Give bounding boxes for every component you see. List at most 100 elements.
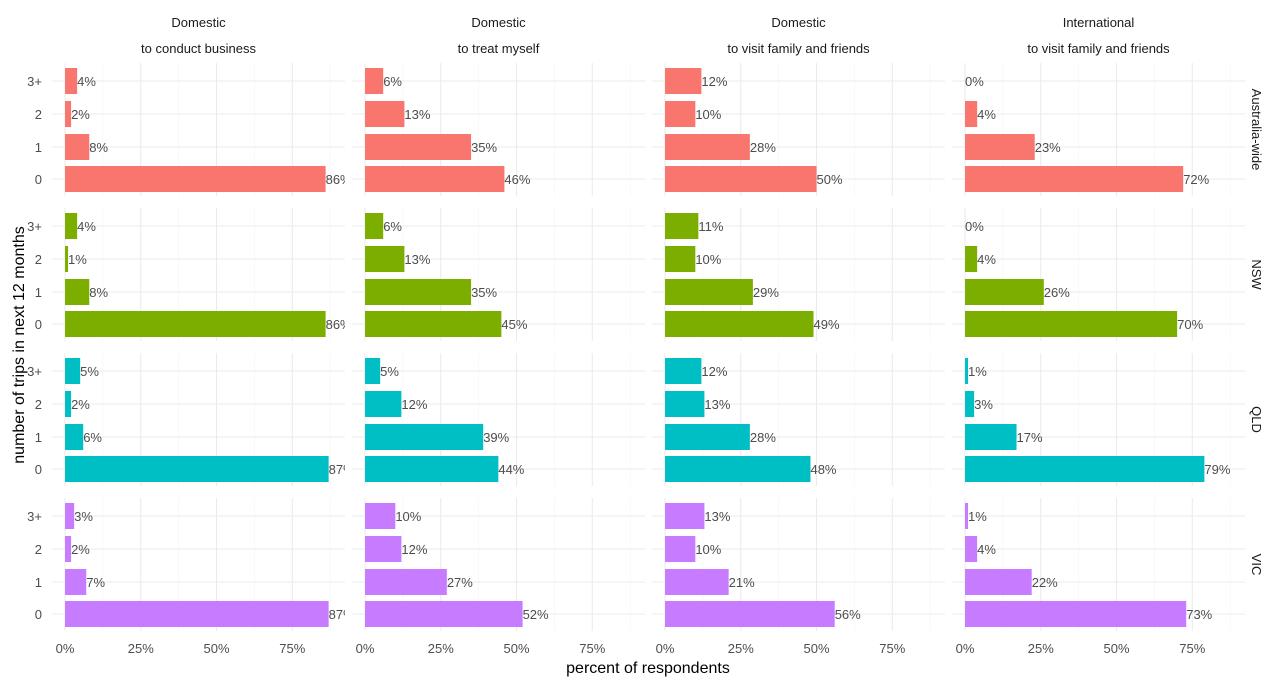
panel: 13%10%21%56% [652,498,945,631]
facet-row-label: QLD [1249,406,1264,433]
bar [65,213,77,239]
y-tick-label: 0 [35,172,42,187]
y-tick-label: 1 [35,140,42,155]
bar [665,424,750,450]
data-label: 22% [1032,575,1058,590]
data-label: 56% [835,607,861,622]
panel: 0% 4% 23% 72% [952,63,1245,196]
bar [65,311,326,337]
data-label: 35% [471,285,497,300]
bar [365,311,501,337]
data-label: 70% [1177,317,1203,332]
data-label: 86% [326,172,352,187]
panel: 6%13%35%45% [352,208,645,341]
bar [365,213,383,239]
facet-column-title: Domestic [771,15,826,30]
data-label: 13% [404,107,430,122]
bar [665,101,695,127]
data-label: 3% [974,397,993,412]
bar [65,358,80,384]
facet-column-title: Domestic [471,15,526,30]
panel: 12%10%28%50% [652,63,945,196]
data-label: 45% [501,317,527,332]
y-tick-label: 2 [35,107,42,122]
bar [65,456,329,482]
panels: 4%2%8%86%6%13%35%46%12%10%28%50%0%4%23%7… [52,63,1245,631]
data-label: 4% [77,74,96,89]
data-label: 4% [977,542,996,557]
data-label: 10% [395,509,421,524]
data-label: 6% [83,430,102,445]
y-tick-label: 1 [35,285,42,300]
y-tick-label: 3+ [27,364,42,379]
bar [65,134,89,160]
data-label: 8% [89,140,108,155]
bar [65,279,89,305]
x-tick-label: 0% [956,641,975,656]
bar [365,279,471,305]
data-label: 2% [71,397,90,412]
y-tick-label: 0 [35,607,42,622]
data-label: 23% [1035,140,1061,155]
data-label: 87% [329,462,355,477]
x-tick-label: 25% [128,641,154,656]
data-label: 13% [704,509,730,524]
data-label: 73% [1186,607,1212,622]
data-label: 49% [813,317,839,332]
data-label: 27% [447,575,473,590]
panel: 10%12%27%52% [352,498,645,631]
x-tick-label: 0% [656,641,675,656]
data-label: 12% [701,364,727,379]
bar [365,424,483,450]
data-label: 5% [380,364,399,379]
data-label: 87% [329,607,355,622]
data-label: 86% [326,317,352,332]
y-tick-label: 1 [35,430,42,445]
data-label: 28% [750,140,776,155]
bar [365,569,447,595]
y-tick-label: 2 [35,542,42,557]
bar [665,166,817,192]
data-label: 1% [968,509,987,524]
data-label: 10% [695,252,721,267]
x-tick-label: 25% [428,641,454,656]
data-label: 8% [89,285,108,300]
bar [665,246,695,272]
x-tick-label: 50% [804,641,830,656]
y-tick-label: 3+ [27,74,42,89]
data-label: 5% [80,364,99,379]
bar [365,391,401,417]
bar [365,358,380,384]
data-label: 0% [965,74,984,89]
facet-column-title: Domestic [171,15,226,30]
bar [665,213,698,239]
data-label: 12% [401,542,427,557]
data-label: 11% [698,219,723,234]
data-label: 0% [965,219,984,234]
data-label: 4% [977,107,996,122]
bar [665,601,835,627]
bar [965,134,1035,160]
panel: 5%12%39%44% [352,353,645,486]
x-tick-label: 0% [356,641,375,656]
bar [665,358,701,384]
y-tick-label: 3+ [27,509,42,524]
bar [665,68,701,94]
data-label: 35% [471,140,497,155]
panel: 0%4%26%70% [952,208,1245,341]
data-label: 4% [77,219,96,234]
bar [665,503,704,529]
y-tick-label: 0 [35,462,42,477]
data-label: 72% [1183,172,1209,187]
bar [65,166,326,192]
x-tick-label: 0% [56,641,75,656]
y-axis-title: number of trips in next 12 months [11,226,28,463]
data-label: 12% [701,74,727,89]
bar [665,536,695,562]
data-label: 44% [498,462,524,477]
bar [365,134,471,160]
bar [965,311,1177,337]
y-tick-label: 2 [35,252,42,267]
panel: 1%3%17%79% [952,353,1245,486]
